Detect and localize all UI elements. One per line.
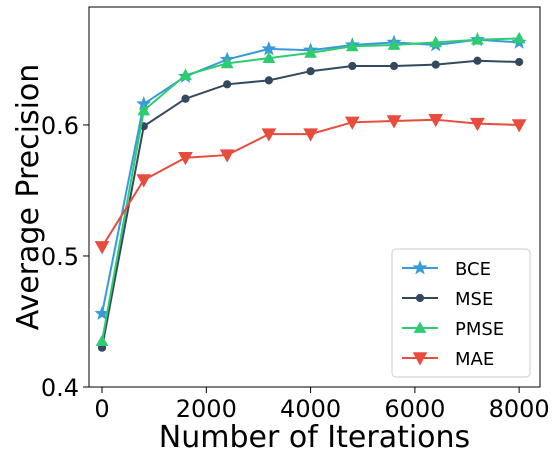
y-tick-label: 0.6 [41, 112, 79, 140]
legend-entry-bce: BCE [402, 259, 491, 280]
data-point-mae [136, 174, 152, 188]
legend-entry-mae: MAE [402, 349, 494, 370]
data-point-mse [473, 56, 482, 65]
data-point-pmse [137, 103, 151, 116]
legend-label: BCE [455, 259, 491, 280]
data-point-mae [261, 128, 277, 142]
x-tick-label: 4000 [280, 395, 341, 423]
y-tick-label: 0.5 [41, 243, 79, 271]
legend: BCE MSE PMSE MAE [391, 248, 531, 378]
plot-area: 0 2000 4000 6000 8000 0.4 0.5 0.6 [41, 6, 550, 423]
data-point-mse [389, 61, 399, 71]
legend-marker [415, 293, 425, 303]
data-point-pmse [179, 68, 192, 81]
x-tick-label: 8000 [489, 395, 550, 423]
legend-marker [412, 260, 428, 275]
data-point-mae [178, 151, 193, 166]
x-tick-label: 2000 [176, 395, 237, 423]
x-axis-ticks: 0 2000 4000 6000 8000 [94, 387, 550, 423]
data-point-pmse [345, 39, 359, 52]
data-point-pmse [512, 31, 526, 44]
data-point-pmse [95, 334, 109, 347]
data-point-mse [264, 76, 273, 85]
series-layer [94, 31, 527, 352]
data-point-mse [306, 67, 315, 76]
series-pmse [95, 31, 526, 347]
legend-marker [412, 352, 428, 366]
data-point-pmse [304, 46, 317, 58]
data-point-mae [219, 149, 235, 163]
data-point-pmse [429, 35, 443, 48]
legend-label: PMSE [455, 319, 504, 340]
plot-frame [88, 6, 541, 388]
legend-entries: BCE MSE PMSE MAE [402, 259, 504, 370]
legend-entry-mse: MSE [402, 289, 493, 310]
data-point-mse [223, 80, 232, 89]
data-point-pmse [387, 38, 401, 50]
data-point-mse [431, 60, 440, 69]
data-point-pmse [220, 56, 234, 69]
legend-entry-pmse: PMSE [402, 319, 504, 340]
y-tick-label: 0.4 [41, 374, 79, 402]
legend-label: MAE [455, 349, 494, 370]
series-mae [94, 113, 527, 255]
data-point-mae [303, 128, 318, 142]
data-point-mae [511, 119, 527, 133]
series-mse [97, 56, 524, 352]
legend-marker [413, 321, 427, 333]
y-axis-title: Average Precision [11, 64, 46, 331]
legend-label: MSE [455, 289, 493, 310]
x-tick-label: 6000 [384, 395, 445, 423]
data-point-pmse [262, 51, 276, 64]
x-axis-title: Number of Iterations [159, 420, 470, 455]
data-point-pmse [471, 33, 484, 45]
y-axis-ticks: 0.4 0.5 0.6 [41, 112, 89, 402]
data-point-mae [470, 117, 485, 132]
legend-box [391, 248, 531, 378]
data-point-mae [386, 115, 402, 129]
data-point-mse [515, 57, 524, 67]
data-point-mae [428, 113, 444, 128]
data-point-mse [181, 94, 190, 103]
data-point-mae [344, 116, 360, 130]
x-tick-label: 0 [94, 395, 109, 423]
data-point-mse [348, 61, 357, 71]
data-point-mae [94, 241, 110, 255]
